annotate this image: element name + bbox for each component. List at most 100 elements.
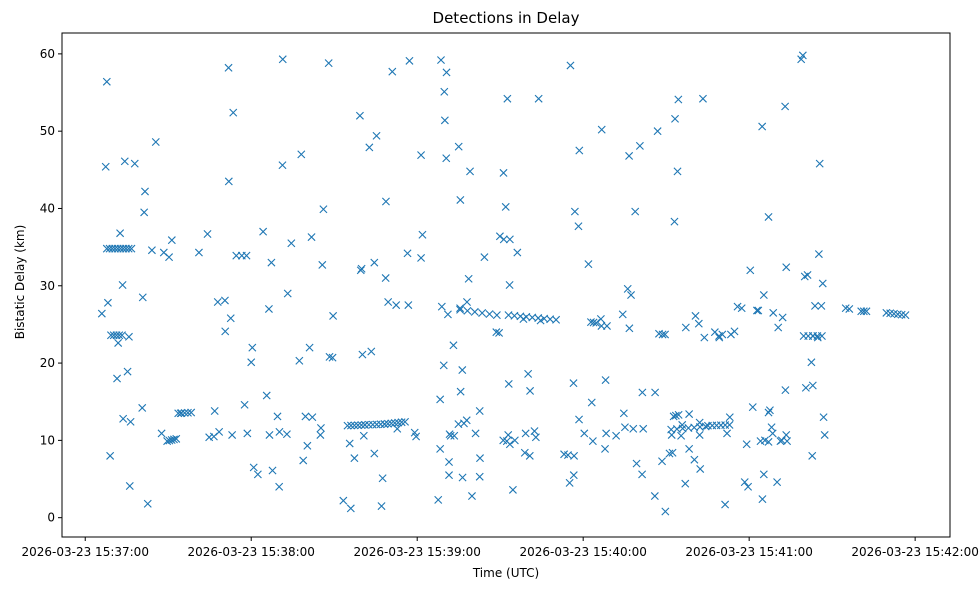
data-point [737,304,746,313]
data-point [384,298,393,306]
data-point [901,311,910,320]
data-point [674,410,683,419]
data-point [801,383,810,392]
data-point [668,448,677,457]
data-point [367,347,376,356]
data-point [671,114,680,123]
data-point [436,444,445,453]
data-point [240,400,249,409]
data-point [381,274,390,283]
data-point [677,431,686,440]
data-point [475,472,484,481]
data-point [808,381,817,390]
data-point [329,311,338,320]
data-point [718,330,727,339]
data-point [248,343,257,352]
data-point [661,507,670,516]
y-tick-label: 20 [40,356,55,370]
data-point [526,386,535,395]
x-tick-label: 2026-03-23 15:42:00 [851,545,978,559]
data-point [115,331,124,340]
data-point [174,409,183,418]
data-point [439,361,448,370]
data-point [588,437,597,446]
data-point [346,504,355,513]
data-point [151,138,160,146]
data-point [504,379,513,388]
data-point [118,331,127,340]
data-point [403,249,412,258]
data-point [249,463,258,472]
data-point [456,195,465,204]
data-point [525,451,534,460]
data-point [458,366,467,375]
data-point [97,309,106,318]
chart-title: Detections in Delay [433,9,580,27]
data-point [764,212,773,221]
data-point [295,356,304,365]
data-point [163,437,172,446]
data-point [765,406,774,415]
data-point [620,423,629,432]
data-point [127,244,136,253]
x-tick-label: 2026-03-23 15:38:00 [187,545,314,559]
data-point [744,482,753,491]
data-point [781,102,790,111]
data-point [746,266,755,275]
data-point [301,412,310,421]
data-point [262,391,271,400]
data-point [764,408,773,417]
data-point [478,308,487,317]
data-point [575,146,584,155]
data-point [116,229,125,238]
data-point [814,250,823,259]
data-point [807,358,816,367]
data-point [350,454,359,463]
y-tick-label: 0 [47,511,55,525]
data-point [242,251,251,260]
data-point [653,127,662,136]
data-point [669,412,678,421]
data-marks [97,51,910,516]
data-point [125,481,134,490]
data-point [466,167,475,176]
data-point [353,421,362,430]
data-point [748,403,757,412]
data-point [392,301,401,310]
data-point [316,430,325,439]
x-axis-label: Time (UTC) [472,566,539,580]
data-point [456,304,465,313]
data-point [445,471,454,480]
data-point [566,61,575,70]
data-point [381,197,390,206]
data-point [215,427,224,436]
data-point [475,407,484,415]
data-point [690,455,699,464]
data-point [187,408,196,417]
data-point [169,435,178,444]
data-point [440,87,449,96]
data-point [681,323,690,332]
data-point [220,296,229,305]
data-point [357,264,366,273]
data-point [638,388,647,397]
data-point [819,413,828,422]
data-point [742,440,751,449]
data-point [492,328,501,337]
data-point [485,310,494,319]
y-tick-label: 50 [40,124,55,138]
data-point [224,177,233,186]
data-point [357,421,366,430]
data-point [618,310,627,319]
data-point [758,495,767,504]
data-point [303,441,312,450]
data-point [782,263,791,272]
data-point [631,207,640,216]
data-point [629,424,638,433]
data-point [118,281,127,289]
data-point [503,94,512,103]
data-point [141,187,149,196]
data-point [565,478,574,487]
data-point [143,499,152,508]
data-point [456,305,465,314]
